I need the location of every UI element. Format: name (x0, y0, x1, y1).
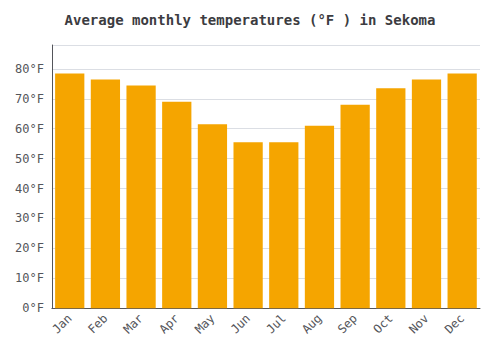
svg-text:Jan: Jan (49, 311, 74, 336)
svg-text:80°F: 80°F (15, 62, 44, 76)
svg-text:30°F: 30°F (15, 211, 44, 225)
svg-text:50°F: 50°F (15, 152, 44, 166)
svg-text:70°F: 70°F (15, 92, 44, 106)
svg-text:Aug: Aug (299, 311, 324, 336)
svg-text:Average monthly temperatures (: Average monthly temperatures (°F ) in Se… (65, 12, 436, 28)
svg-text:Apr: Apr (156, 311, 181, 336)
svg-text:60°F: 60°F (15, 122, 44, 136)
svg-text:Sep: Sep (335, 311, 360, 336)
svg-text:Oct: Oct (371, 311, 396, 336)
svg-text:Nov: Nov (406, 311, 431, 336)
svg-text:Jun: Jun (228, 311, 253, 336)
svg-text:10°F: 10°F (15, 271, 44, 285)
svg-text:Feb: Feb (85, 311, 110, 336)
svg-text:40°F: 40°F (15, 182, 44, 196)
svg-text:Mar: Mar (121, 311, 146, 336)
svg-text:0°F: 0°F (22, 301, 44, 315)
svg-text:Dec: Dec (442, 311, 467, 336)
svg-text:Jul: Jul (264, 311, 289, 336)
svg-text:20°F: 20°F (15, 241, 44, 255)
svg-text:May: May (192, 311, 217, 336)
